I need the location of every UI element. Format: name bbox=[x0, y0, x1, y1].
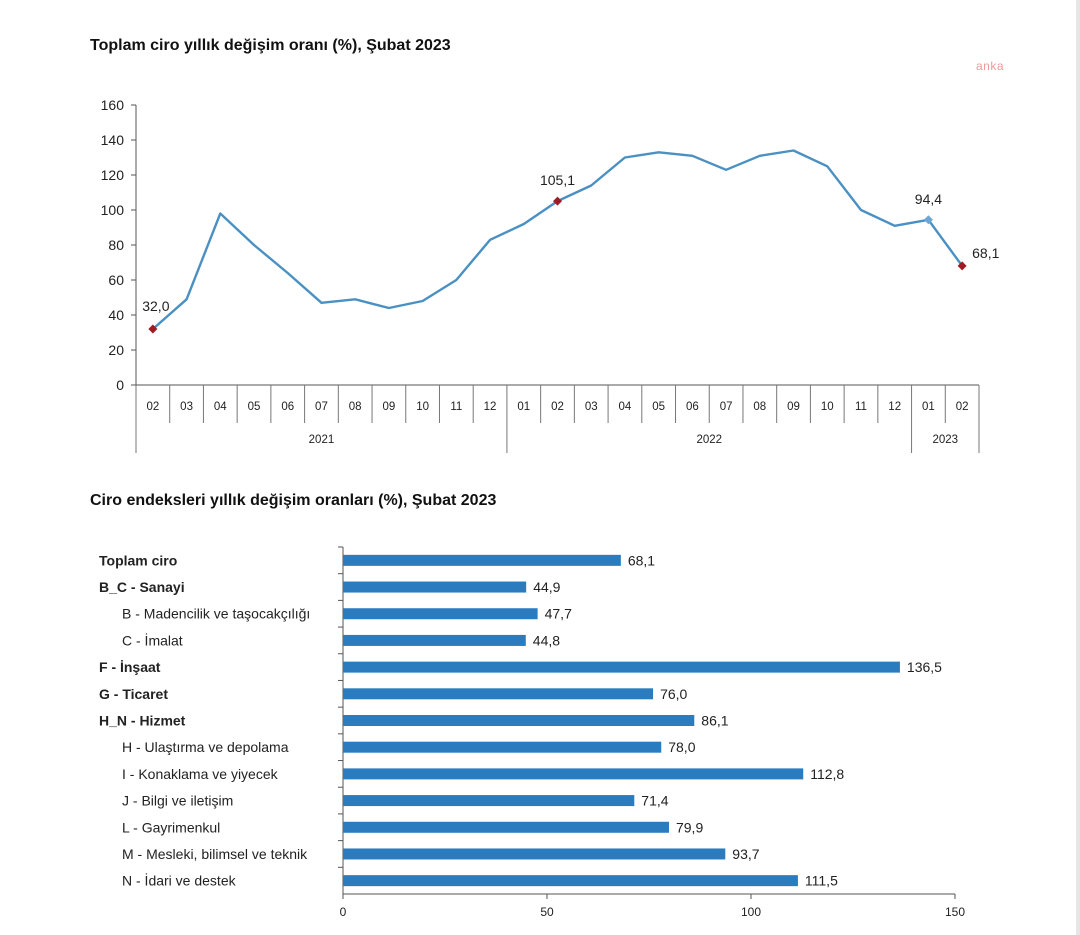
bar bbox=[343, 768, 804, 780]
category-label: F - İnşaat bbox=[99, 659, 161, 675]
x-tick-label: 02 bbox=[956, 401, 969, 413]
bar-value-label: 47,7 bbox=[545, 606, 572, 622]
bar-value-label: 71,4 bbox=[641, 793, 668, 809]
bar bbox=[343, 688, 654, 700]
bar bbox=[343, 741, 662, 753]
bar bbox=[343, 581, 527, 593]
category-label: H_N - Hizmet bbox=[99, 713, 186, 729]
x-tick-label: 50 bbox=[540, 905, 554, 919]
y-tick-label: 60 bbox=[108, 272, 124, 288]
data-label: 32,0 bbox=[142, 298, 169, 314]
y-tick-label: 0 bbox=[116, 377, 124, 393]
category-label: B - Madencilik ve taşocakçılığı bbox=[122, 606, 310, 622]
x-tick-label: 07 bbox=[315, 401, 328, 413]
x-tick-label: 09 bbox=[383, 401, 396, 413]
data-point-marker bbox=[553, 196, 562, 206]
bar-value-label: 44,9 bbox=[533, 579, 560, 595]
category-label: N - İdari ve destek bbox=[122, 872, 237, 889]
data-point-marker bbox=[923, 215, 933, 225]
bar-chart-title: Ciro endeksleri yıllık değişim oranları … bbox=[90, 492, 497, 509]
bar bbox=[343, 821, 669, 833]
bar-value-label: 68,1 bbox=[628, 552, 655, 568]
x-tick-label: 10 bbox=[416, 401, 429, 413]
x-tick-label: 04 bbox=[619, 401, 632, 413]
bar-value-label: 111,5 bbox=[805, 873, 838, 889]
bar bbox=[343, 608, 538, 620]
x-tick-label: 11 bbox=[855, 401, 867, 413]
x-tick-label: 10 bbox=[821, 401, 834, 413]
year-label: 2021 bbox=[309, 434, 335, 446]
x-tick-label: 07 bbox=[720, 401, 733, 413]
watermark-logo: anka bbox=[976, 59, 1005, 73]
category-label: Toplam ciro bbox=[99, 552, 177, 568]
x-tick-label: 09 bbox=[787, 401, 800, 413]
x-tick-label: 04 bbox=[214, 401, 227, 413]
x-tick-label: 02 bbox=[551, 401, 564, 413]
data-label: 94,4 bbox=[915, 191, 942, 207]
x-tick-label: 0 bbox=[340, 905, 347, 919]
x-tick-label: 03 bbox=[585, 401, 598, 413]
category-label: J - Bilgi ve iletişim bbox=[122, 793, 233, 809]
line-chart-title: Toplam ciro yıllık değişim oranı (%), Şu… bbox=[90, 37, 451, 54]
category-label: G - Ticaret bbox=[99, 686, 168, 702]
bar bbox=[343, 875, 798, 887]
year-label: 2023 bbox=[932, 434, 958, 446]
category-label: B_C - Sanayi bbox=[99, 579, 185, 595]
category-label: I - Konaklama ve yiyecek bbox=[122, 766, 279, 782]
bar-value-label: 78,0 bbox=[668, 739, 695, 755]
y-tick-label: 140 bbox=[101, 132, 125, 148]
bar bbox=[343, 795, 635, 807]
data-point-marker bbox=[148, 324, 158, 334]
category-label: L - Gayrimenkul bbox=[122, 819, 220, 835]
x-tick-label: 05 bbox=[248, 401, 261, 413]
bar bbox=[343, 554, 621, 566]
x-tick-label: 08 bbox=[753, 401, 766, 413]
x-tick-label: 12 bbox=[888, 401, 901, 413]
y-tick-label: 160 bbox=[101, 97, 125, 113]
category-label: H - Ulaştırma ve depolama bbox=[122, 739, 289, 755]
bar-value-label: 76,0 bbox=[660, 686, 687, 702]
x-tick-label: 06 bbox=[281, 401, 294, 413]
x-tick-label: 08 bbox=[349, 401, 362, 413]
bar-value-label: 79,9 bbox=[676, 819, 703, 835]
page-edge bbox=[1076, 0, 1080, 935]
x-tick-label: 03 bbox=[180, 401, 193, 413]
x-tick-label: 06 bbox=[686, 401, 699, 413]
category-label: C - İmalat bbox=[122, 631, 183, 648]
category-label: M - Mesleki, bilimsel ve teknik bbox=[122, 846, 308, 862]
year-label: 2022 bbox=[696, 434, 722, 446]
x-tick-label: 100 bbox=[741, 905, 761, 919]
bar-value-label: 93,7 bbox=[732, 846, 759, 862]
data-point-marker bbox=[957, 261, 967, 271]
bar-value-label: 44,8 bbox=[533, 632, 560, 648]
bar bbox=[343, 661, 900, 673]
x-tick-label: 05 bbox=[652, 401, 665, 413]
y-tick-label: 80 bbox=[108, 237, 124, 253]
y-tick-label: 20 bbox=[108, 342, 124, 358]
bar-value-label: 136,5 bbox=[907, 659, 942, 675]
data-label: 68,1 bbox=[972, 245, 999, 261]
data-label: 105,1 bbox=[540, 172, 575, 188]
y-tick-label: 100 bbox=[101, 202, 125, 218]
x-tick-label: 02 bbox=[146, 401, 159, 413]
bar bbox=[343, 715, 695, 726]
x-tick-label: 150 bbox=[945, 905, 965, 919]
y-tick-label: 120 bbox=[101, 167, 125, 183]
bar-value-label: 112,8 bbox=[810, 766, 844, 782]
x-tick-label: 01 bbox=[517, 401, 530, 413]
y-tick-label: 40 bbox=[108, 307, 124, 323]
x-tick-label: 01 bbox=[922, 401, 935, 413]
bar bbox=[343, 848, 726, 860]
bar-value-label: 86,1 bbox=[701, 713, 728, 729]
x-tick-label: 12 bbox=[484, 401, 497, 413]
x-tick-label: 11 bbox=[450, 401, 462, 413]
bar bbox=[343, 634, 526, 646]
